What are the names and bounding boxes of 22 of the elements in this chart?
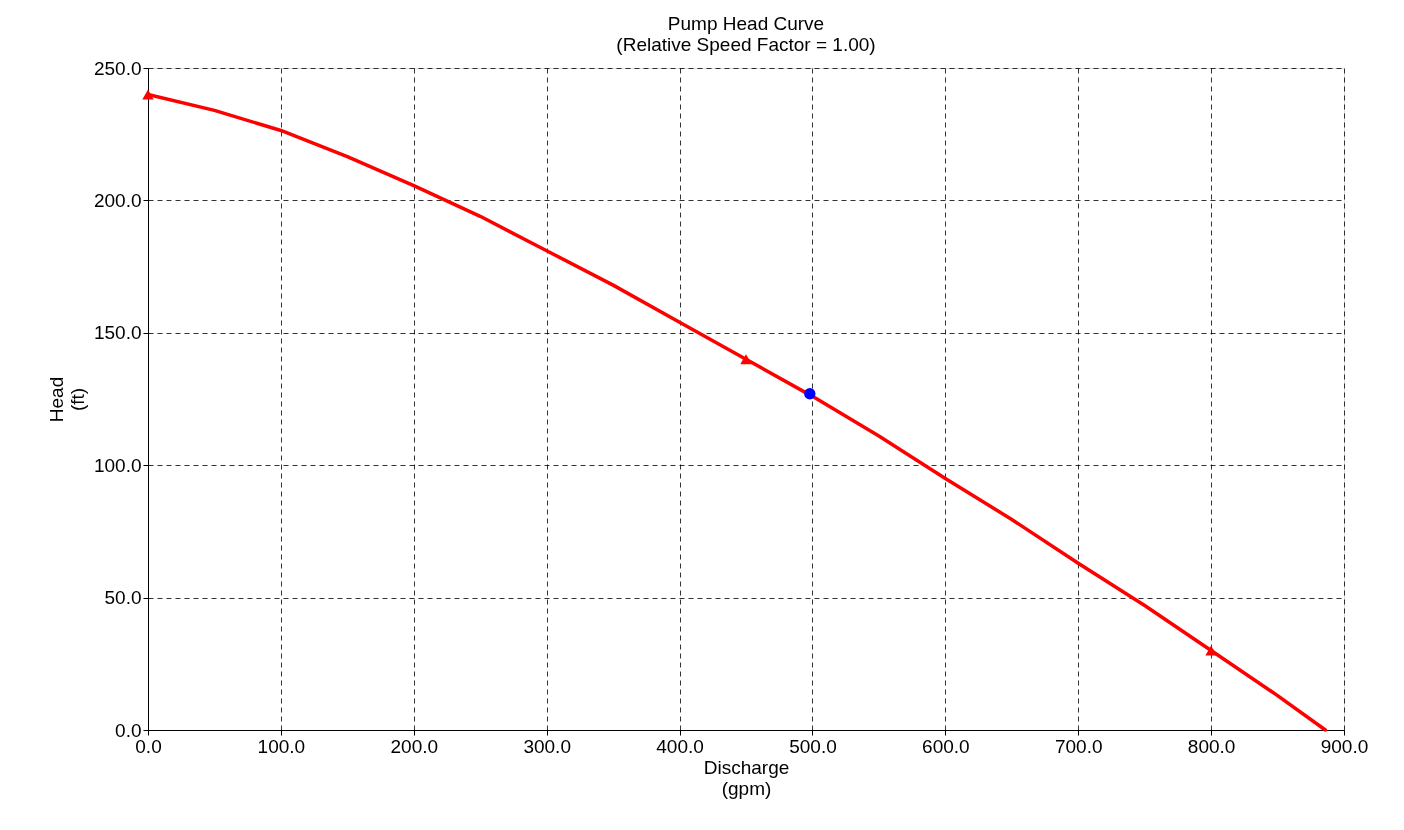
x-tick-label: 300.0 xyxy=(523,735,571,757)
y-axis-title: Head (ft) xyxy=(45,376,88,423)
chart-subtitle: (Relative Speed Factor = 1.00) xyxy=(616,34,876,55)
y-tick-label: 150.0 xyxy=(93,322,142,344)
x-tick-label: 100.0 xyxy=(257,735,306,757)
x-tick-label: 900.0 xyxy=(1320,735,1369,757)
x-tick-label: 700.0 xyxy=(1054,735,1103,757)
x-axis-title: Discharge (gpm) xyxy=(703,756,790,799)
point xyxy=(740,354,752,365)
y-tick-label: 200.0 xyxy=(93,189,142,211)
y-tick-label: 0.0 xyxy=(115,719,142,741)
x-tick-label: 200.0 xyxy=(390,735,439,757)
chart-title: Pump Head Curve xyxy=(667,13,825,34)
x-tick-label: 400.0 xyxy=(656,735,704,757)
point xyxy=(142,89,154,100)
x-tick-label: 600.0 xyxy=(922,735,970,757)
y-tick-label: 50.0 xyxy=(104,587,142,609)
x-tick-label: 800.0 xyxy=(1187,735,1236,757)
y-tick-label: 100.0 xyxy=(93,454,142,476)
x-tick-label: 500.0 xyxy=(789,735,837,757)
point xyxy=(804,388,816,400)
y-tick-label: 250.0 xyxy=(93,57,142,79)
